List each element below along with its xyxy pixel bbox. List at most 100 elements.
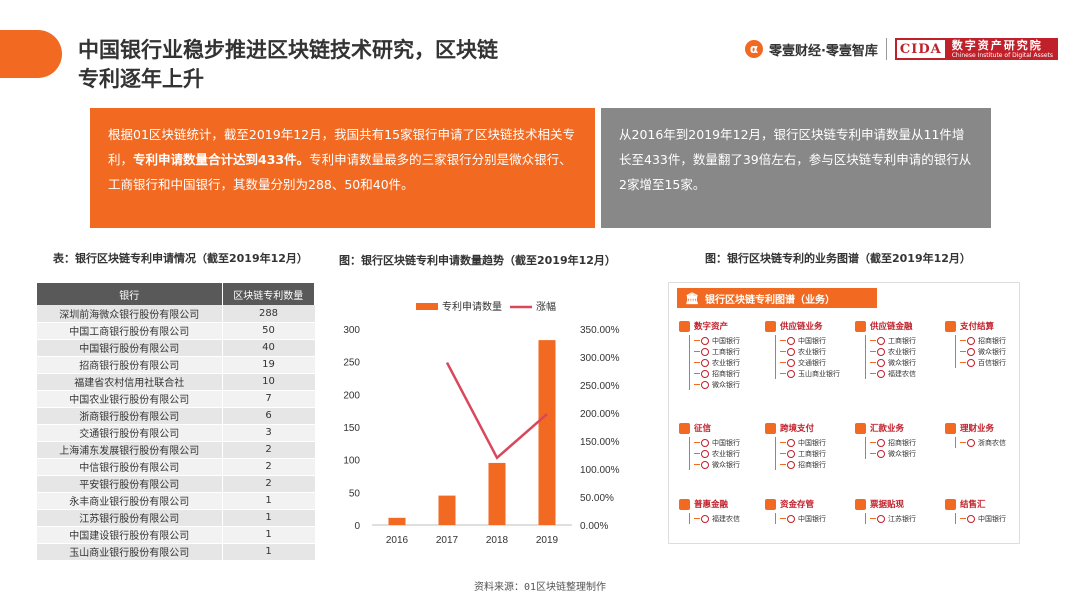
bank-name: 微众银行 — [978, 347, 1006, 356]
table-body: 深圳前海微众银行股份有限公司 288 中国工商银行股份有限公司 50 中国银行股份有限公… — [37, 305, 315, 561]
bank-name: 工商银行 — [798, 449, 826, 458]
connector-line — [870, 442, 876, 443]
bank-name: 微众银行 — [888, 449, 916, 458]
category-icon — [945, 422, 956, 434]
category-icon — [855, 422, 866, 434]
business-category-banks: 工商银行 农业银行 微众银行 福建农信 — [865, 335, 943, 379]
bank-item: 中国银行 — [780, 513, 853, 524]
summary-gray-text: 从2016年到2019年12月，银行区块链专利申请数量从11件增长至433件，数… — [619, 127, 972, 192]
bank-item: 农业银行 — [780, 346, 853, 357]
bank-logo-icon — [967, 514, 975, 523]
connector-line — [870, 453, 876, 454]
connector-line — [780, 518, 786, 519]
table-caption: 表：银行区块链专利申请情况（截至2019年12月） — [53, 252, 308, 265]
bank-name: 福建农信 — [888, 369, 916, 378]
map-caption: 图：银行区块链专利的业务图谱（截至2019年12月） — [705, 252, 971, 265]
bank-logo-icon — [701, 358, 709, 367]
bank-name: 江苏银行 — [888, 514, 916, 523]
business-category-label: 资金存管 — [780, 500, 815, 510]
bank-logo-icon — [701, 336, 709, 345]
connector-line — [960, 362, 966, 363]
business-category-title: 理财业务 — [945, 421, 1033, 435]
table-cell-bank: 江苏银行股份有限公司 — [37, 509, 223, 527]
bank-name: 工商银行 — [712, 347, 740, 356]
bank-item: 工商银行 — [780, 448, 853, 459]
business-category-label: 供应链业务 — [780, 322, 823, 332]
summary-orange-text-2: 专利申请数量最多的三家银行分别是微众银行、工商银行和中国银行，其数量分别为288… — [108, 152, 572, 192]
connector-line — [960, 518, 966, 519]
table-cell-count: 2 — [222, 475, 315, 493]
bank-name: 浙商农信 — [978, 438, 1006, 447]
bank-item: 工商银行 — [870, 335, 943, 346]
connector-line — [694, 518, 700, 519]
connector-line — [694, 351, 700, 352]
category-icon — [765, 498, 776, 510]
table-cell-bank: 中国建设银行股份有限公司 — [37, 526, 223, 544]
connector-line — [780, 362, 786, 363]
table-row: 江苏银行股份有限公司 1 — [37, 509, 315, 527]
chart-caption: 图：银行区块链专利申请数量趋势（截至2019年12月） — [339, 254, 616, 267]
table-row: 中国农业银行股份有限公司 7 — [37, 390, 315, 408]
table-cell-count: 19 — [222, 356, 315, 374]
category-icon — [945, 498, 956, 510]
connector-line — [780, 453, 786, 454]
table-row: 交通银行股份有限公司 3 — [37, 424, 315, 442]
connector-line — [694, 362, 700, 363]
bank-name: 招商银行 — [798, 460, 826, 469]
bank-logo-icon — [701, 347, 709, 356]
table-cell-count: 1 — [222, 509, 315, 527]
y-left-tick-label: 0 — [354, 521, 360, 532]
bank-name: 招商银行 — [712, 369, 740, 378]
category-icon — [945, 320, 956, 332]
bank-logo-icon — [787, 369, 795, 378]
table-row: 福建省农村信用社联合社 10 — [37, 373, 315, 391]
business-category: 征信 中国银行 农业银行 微众银行 — [679, 421, 767, 470]
table-row: 中国工商银行股份有限公司 50 — [37, 322, 315, 340]
bank-name: 玉山商业银行 — [798, 369, 840, 378]
table-cell-count: 40 — [222, 339, 315, 357]
bank-logo-icon — [701, 514, 709, 523]
connector-line — [694, 340, 700, 341]
business-category: 理财业务浙商农信 — [945, 421, 1033, 448]
business-category-label: 理财业务 — [960, 424, 995, 434]
business-category: 供应链业务 中国银行 农业银行 交通银行 玉山商业银行 — [765, 319, 853, 379]
connector-line — [870, 373, 876, 374]
bank-item: 招商银行 — [960, 335, 1033, 346]
bank-item: 玉山商业银行 — [780, 368, 853, 379]
summary-orange-bold: 专利申请数量合计达到433件。 — [133, 152, 310, 167]
business-category-banks: 招商银行 微众银行 — [865, 437, 943, 459]
business-category-label: 跨境支付 — [780, 424, 815, 434]
business-category: 票据贴现 江苏银行 — [855, 497, 943, 524]
table-header-bank: 银行 — [37, 283, 223, 305]
table-cell-bank: 福建省农村信用社联合社 — [37, 373, 223, 391]
business-category-label: 汇款业务 — [870, 424, 905, 434]
bank-name: 中国银行 — [712, 438, 740, 447]
bank-item: 微众银行 — [870, 448, 943, 459]
business-map-header: 🏛 银行区块链专利图谱（业务） — [677, 288, 877, 308]
y-right-tick-label: 200.00% — [580, 409, 620, 420]
bank-name: 中国银行 — [978, 514, 1006, 523]
bank-logo-icon — [877, 336, 885, 345]
business-category-banks: 福建农信 — [689, 513, 767, 524]
table-row: 上海浦东发展银行股份有限公司 2 — [37, 441, 315, 459]
table-cell-count: 288 — [222, 305, 315, 323]
connector-line — [960, 351, 966, 352]
bank-name: 中国银行 — [798, 438, 826, 447]
bank-name: 农业银行 — [798, 347, 826, 356]
connector-line — [960, 340, 966, 341]
business-category-label: 数字资产 — [694, 322, 729, 332]
bank-logo-icon — [787, 438, 795, 447]
table-row: 中信银行股份有限公司 2 — [37, 458, 315, 476]
bank-item: 农业银行 — [694, 357, 767, 368]
business-category-banks: 招商银行 微众银行 百信银行 — [955, 335, 1033, 368]
business-category: 供应链金融 工商银行 农业银行 微众银行 福建农信 — [855, 319, 943, 379]
bank-item: 中国银行 — [780, 437, 853, 448]
x-tick-label: 2018 — [486, 535, 509, 546]
business-category-banks: 中国银行工商银行招商银行 — [775, 437, 853, 470]
business-map: 🏛 银行区块链专利图谱（业务） 数字资产 中国银行 工商银行 农业银行 招商银行 微众银行… — [668, 282, 1020, 544]
bank-name: 中国银行 — [712, 336, 740, 345]
bank-item: 福建农信 — [694, 513, 767, 524]
summary-orange-text-1: 根据01区块链统计，截至2019年12月，我国共有15家银行申请了区块链技术相关… — [108, 127, 576, 167]
bank-item: 江苏银行 — [870, 513, 943, 524]
source-note: 资料来源：01区块链整理制作 — [473, 582, 607, 593]
